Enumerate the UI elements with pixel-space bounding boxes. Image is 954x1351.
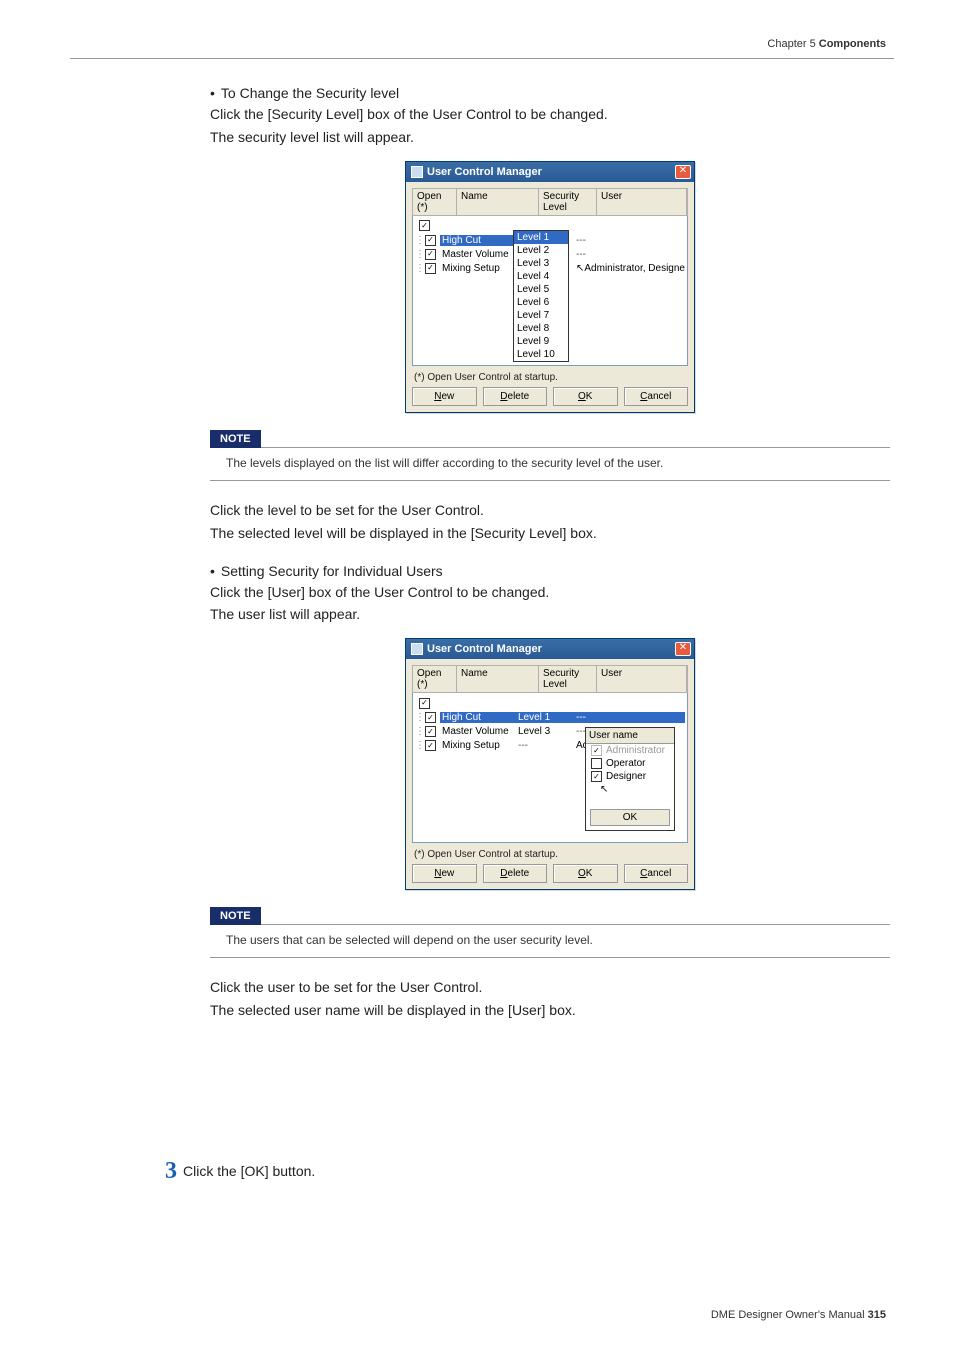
col-name[interactable]: Name xyxy=(457,666,539,692)
col-user[interactable]: User xyxy=(597,189,687,215)
dropdown-option[interactable]: Level 2 xyxy=(514,244,568,257)
section1-after2: The selected level will be displayed in … xyxy=(210,524,890,543)
dropdown-option[interactable]: Level 5 xyxy=(514,283,568,296)
close-icon[interactable]: ✕ xyxy=(675,642,691,656)
cancel-button[interactable]: Cancel xyxy=(624,387,689,406)
note-block: NOTE The users that can be selected will… xyxy=(210,906,890,958)
app-icon xyxy=(411,643,423,655)
table-row[interactable]: ⋮ High Cut Level 1 --- xyxy=(415,711,685,725)
section2-line1: Click the [User] box of the User Control… xyxy=(210,583,890,602)
cell-user: ↖Administrator, Designer xyxy=(576,263,685,274)
cell-user: --- xyxy=(576,235,685,246)
checkbox-row[interactable] xyxy=(425,726,436,737)
note-text: The users that can be selected will depe… xyxy=(210,925,890,958)
security-level-dropdown[interactable]: Level 1 Level 2 Level 3 Level 4 Level 5 … xyxy=(513,230,569,362)
col-security[interactable]: Security Level xyxy=(539,189,597,215)
section1-heading: •To Change the Security level xyxy=(210,85,890,101)
startup-note: (*) Open User Control at startup. xyxy=(414,849,688,860)
chapter-header: Chapter 5 Components xyxy=(767,38,886,50)
dropdown-option[interactable]: Level 6 xyxy=(514,296,568,309)
cell-user: --- xyxy=(576,712,685,723)
checkbox-all[interactable] xyxy=(419,220,430,231)
ok-button[interactable]: OK xyxy=(553,864,618,883)
dropdown-option[interactable]: Level 4 xyxy=(514,270,568,283)
delete-button[interactable]: Delete xyxy=(483,864,548,883)
new-button[interactable]: New xyxy=(412,387,477,406)
checkbox-user[interactable] xyxy=(591,758,602,769)
note-block: NOTE The levels displayed on the list wi… xyxy=(210,429,890,481)
cursor-icon: ↖ xyxy=(600,784,608,795)
delete-button[interactable]: Delete xyxy=(483,387,548,406)
cell-name: High Cut xyxy=(440,235,518,246)
cell-name: Mixing Setup xyxy=(440,740,518,751)
cell-sec: Level 1 xyxy=(518,712,576,723)
window-titlebar: User Control Manager ✕ xyxy=(406,639,694,659)
user-option[interactable]: Operator xyxy=(586,757,674,770)
cancel-button[interactable]: Cancel xyxy=(624,864,689,883)
col-open[interactable]: Open (*) xyxy=(413,189,457,215)
list-area: ⋮ High Cut Level 1 --- ⋮ Master Volume L… xyxy=(412,693,688,843)
cell-name: Mixing Setup xyxy=(440,263,518,274)
screenshot-security-level: User Control Manager ✕ Open (*) Name Sec… xyxy=(405,161,695,413)
cell-sec: Level 3 xyxy=(518,726,576,737)
note-text: The levels displayed on the list will di… xyxy=(210,448,890,481)
section1-line2: The security level list will appear. xyxy=(210,128,890,147)
checkbox-row[interactable] xyxy=(425,235,436,246)
dropdown-option[interactable]: Level 8 xyxy=(514,322,568,335)
app-icon xyxy=(411,166,423,178)
cell-user: --- xyxy=(576,249,685,260)
step-3: 3Click the [OK] button. xyxy=(165,1158,315,1185)
user-option[interactable]: Designer xyxy=(586,770,674,783)
step-number: 3 xyxy=(165,1158,177,1184)
dropdown-option[interactable]: Level 3 xyxy=(514,257,568,270)
user-option: Administrator xyxy=(586,744,674,757)
col-name[interactable]: Name xyxy=(457,189,539,215)
window-titlebar: User Control Manager ✕ xyxy=(406,162,694,182)
dropdown-option[interactable]: Level 1 xyxy=(514,231,568,244)
checkbox-row[interactable] xyxy=(425,740,436,751)
section1-line1: Click the [Security Level] box of the Us… xyxy=(210,105,890,124)
window-title: User Control Manager xyxy=(427,643,675,655)
cell-name: Master Volume xyxy=(440,249,518,260)
section2-line2: The user list will appear. xyxy=(210,605,890,624)
cell-name: High Cut xyxy=(440,712,518,723)
section2-heading: •Setting Security for Individual Users xyxy=(210,563,890,579)
cell-sec: --- xyxy=(518,740,576,751)
close-icon[interactable]: ✕ xyxy=(675,165,691,179)
page-footer: DME Designer Owner's Manual 315 xyxy=(711,1309,886,1321)
new-button[interactable]: New xyxy=(412,864,477,883)
checkbox-row[interactable] xyxy=(425,249,436,260)
note-label: NOTE xyxy=(210,430,261,448)
checkbox-all[interactable] xyxy=(419,698,430,709)
list-area: ⋮ High Cut Level 1▾ --- ⋮ Master Volume … xyxy=(412,216,688,366)
col-user[interactable]: User xyxy=(597,666,687,692)
popup-header: User name xyxy=(586,728,674,744)
col-open[interactable]: Open (*) xyxy=(413,666,457,692)
screenshot-user-select: User Control Manager ✕ Open (*) Name Sec… xyxy=(405,638,695,890)
window-title: User Control Manager xyxy=(427,166,675,178)
section2-after1: Click the user to be set for the User Co… xyxy=(210,978,890,997)
checkbox-row[interactable] xyxy=(425,263,436,274)
popup-ok-button[interactable]: OK xyxy=(590,809,670,826)
dropdown-option[interactable]: Level 9 xyxy=(514,335,568,348)
column-headers: Open (*) Name Security Level User xyxy=(412,665,688,693)
ok-button[interactable]: OK xyxy=(553,387,618,406)
user-select-popup: User name Administrator Operator Designe… xyxy=(585,727,675,831)
column-headers: Open (*) Name Security Level User xyxy=(412,188,688,216)
checkbox-user[interactable] xyxy=(591,771,602,782)
checkbox-row[interactable] xyxy=(425,712,436,723)
note-label: NOTE xyxy=(210,907,261,925)
section1-after1: Click the level to be set for the User C… xyxy=(210,501,890,520)
col-security[interactable]: Security Level xyxy=(539,666,597,692)
dropdown-option[interactable]: Level 10 xyxy=(514,348,568,361)
header-rule xyxy=(70,58,894,59)
cell-name: Master Volume xyxy=(440,726,518,737)
startup-note: (*) Open User Control at startup. xyxy=(414,372,688,383)
dropdown-option[interactable]: Level 7 xyxy=(514,309,568,322)
checkbox-user xyxy=(591,745,602,756)
section2-after2: The selected user name will be displayed… xyxy=(210,1001,890,1020)
